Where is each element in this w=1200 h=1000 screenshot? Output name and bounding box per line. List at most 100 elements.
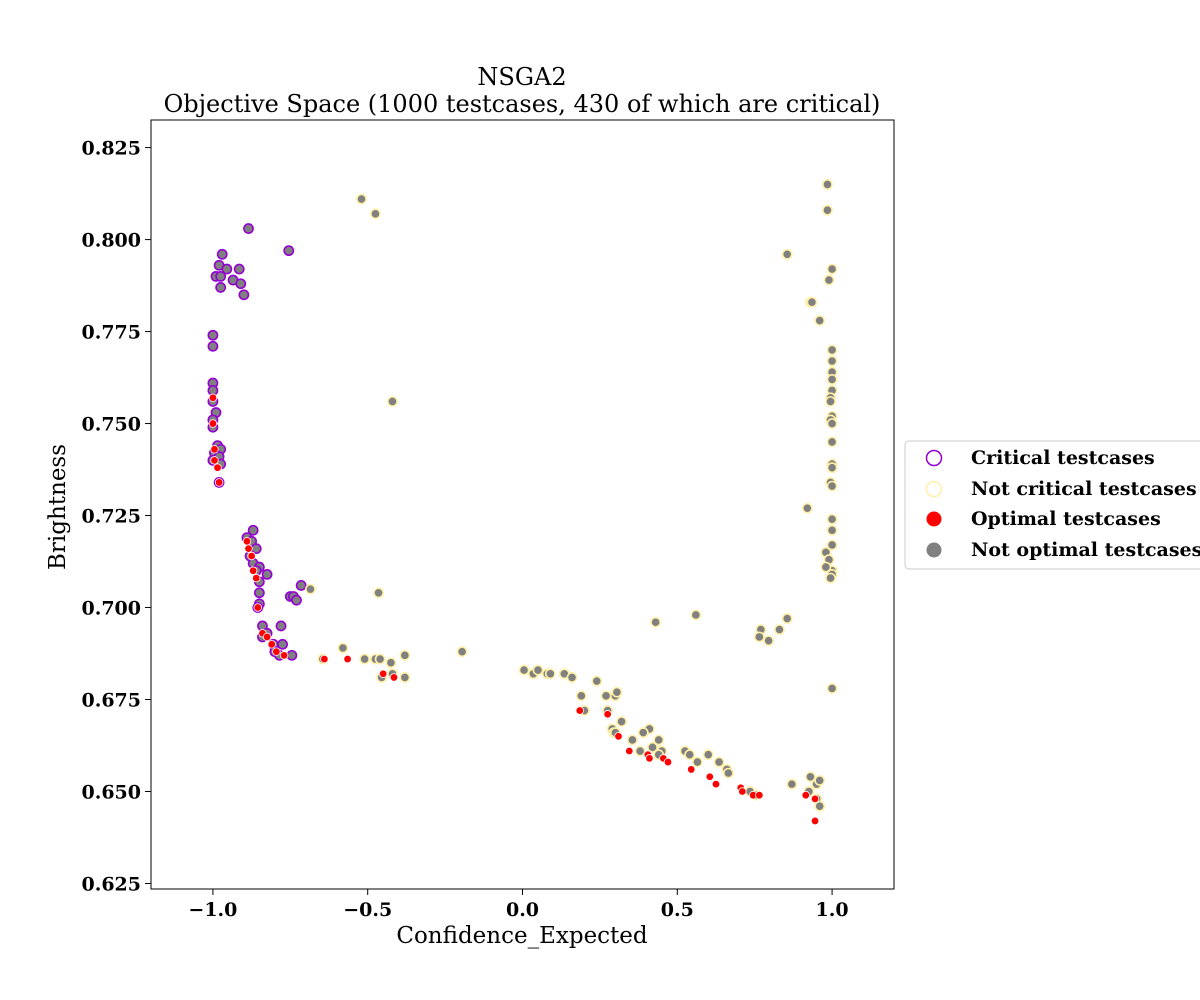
not-critical-point [823, 274, 835, 286]
not-critical-point [690, 609, 702, 621]
y-tick-label: 0.825 [82, 138, 142, 160]
not-critical-point [822, 204, 833, 216]
optimal-point [738, 787, 747, 796]
not-critical-point [826, 524, 838, 536]
not-critical-point [786, 778, 798, 790]
not-critical-point [356, 193, 367, 205]
optimal-point [378, 669, 388, 678]
optimal-point [244, 544, 253, 553]
optimal-point [320, 654, 329, 664]
y-tick-label: 0.700 [82, 598, 142, 620]
not-critical-point [337, 642, 349, 654]
not-critical-point [805, 771, 816, 783]
optimal-point [614, 732, 623, 741]
not-critical-point [826, 462, 838, 474]
optimal-point [801, 790, 810, 800]
not-critical-point [702, 749, 714, 761]
not-critical-point [370, 208, 381, 220]
optimal-point [705, 772, 714, 781]
not-critical-point [820, 561, 832, 573]
optimal-point [279, 651, 289, 660]
not-critical-point [825, 572, 836, 584]
legend-marker [926, 511, 942, 527]
y-tick-label: 0.800 [82, 230, 142, 252]
critical-point [235, 278, 247, 290]
not-critical-point [518, 664, 530, 676]
optimal-point [208, 419, 218, 428]
optimal-point [711, 779, 721, 789]
data-points [207, 178, 838, 826]
y-axis-ticks: 0.625 0.650 0.675 0.700 0.725 0.750 0.775 0.800… [82, 138, 151, 895]
not-critical-point [399, 672, 411, 683]
not-critical-point [627, 734, 638, 746]
not-critical-point [814, 315, 826, 326]
x-tick-label: −1.0 [188, 899, 237, 921]
not-critical-point [653, 734, 665, 746]
not-critical-point [544, 668, 556, 680]
critical-point [207, 340, 219, 352]
optimal-point [252, 573, 261, 583]
y-tick-label: 0.650 [82, 781, 142, 803]
not-critical-point [399, 649, 411, 661]
legend-label: Critical testcases [971, 447, 1155, 469]
optimal-point [208, 393, 218, 402]
not-critical-point [826, 418, 838, 429]
critical-point [233, 263, 245, 275]
critical-point [243, 223, 254, 234]
not-critical-point [692, 756, 703, 768]
legend-label: Optimal testcases [971, 508, 1161, 530]
not-critical-point [385, 657, 397, 669]
x-tick-label: 0.0 [506, 899, 539, 921]
legend-entries: Critical testcases Not critical testcases… [925, 447, 1200, 561]
y-tick-label: 0.750 [82, 414, 142, 436]
critical-point [295, 580, 307, 591]
legend-label: Not critical testcases [971, 478, 1197, 500]
not-critical-point [373, 587, 384, 599]
optimal-point [242, 537, 252, 546]
optimal-point [687, 765, 696, 774]
not-critical-point [801, 502, 813, 514]
not-critical-point [774, 624, 785, 636]
critical-point [215, 282, 227, 293]
chart-subtitle: Objective Space (1000 testcases, 430 of … [164, 90, 881, 118]
optimal-point [389, 673, 399, 682]
y-tick-label: 0.675 [82, 690, 142, 712]
critical-point [207, 329, 219, 341]
x-tick-label: 0.5 [661, 899, 694, 921]
not-critical-point [637, 727, 649, 739]
not-critical-point [374, 653, 386, 665]
optimal-point [210, 445, 219, 454]
not-critical-point [822, 178, 833, 190]
not-critical-point [781, 248, 793, 260]
x-axis-ticks: −1.0 −0.5 0.0 0.5 1.0 [188, 889, 849, 921]
x-tick-label: −0.5 [343, 899, 392, 921]
not-critical-point [814, 800, 826, 812]
optimal-point [663, 757, 673, 767]
critical-point [221, 263, 233, 275]
optimal-point [810, 816, 820, 826]
not-critical-point [684, 749, 696, 761]
critical-point [277, 638, 288, 650]
not-critical-point [532, 664, 544, 676]
y-axis-label: Brightness [45, 444, 71, 570]
optimal-point [625, 746, 634, 756]
optimal-point [247, 551, 256, 561]
not-critical-point [305, 583, 316, 595]
critical-point [286, 649, 298, 661]
not-critical-point [591, 675, 603, 687]
critical-point [275, 620, 287, 632]
critical-point [215, 270, 227, 282]
y-tick-label: 0.625 [82, 873, 142, 895]
not-critical-point [647, 741, 658, 753]
not-critical-point [722, 767, 734, 779]
not-critical-point [566, 672, 578, 683]
not-critical-point [826, 344, 838, 356]
critical-point [216, 248, 228, 260]
critical-point [261, 569, 273, 580]
legend-marker [926, 542, 942, 558]
optimal-point [253, 603, 263, 612]
not-critical-point [826, 263, 838, 275]
critical-point [283, 245, 295, 257]
not-critical-point [826, 513, 838, 525]
not-critical-point [456, 646, 468, 658]
